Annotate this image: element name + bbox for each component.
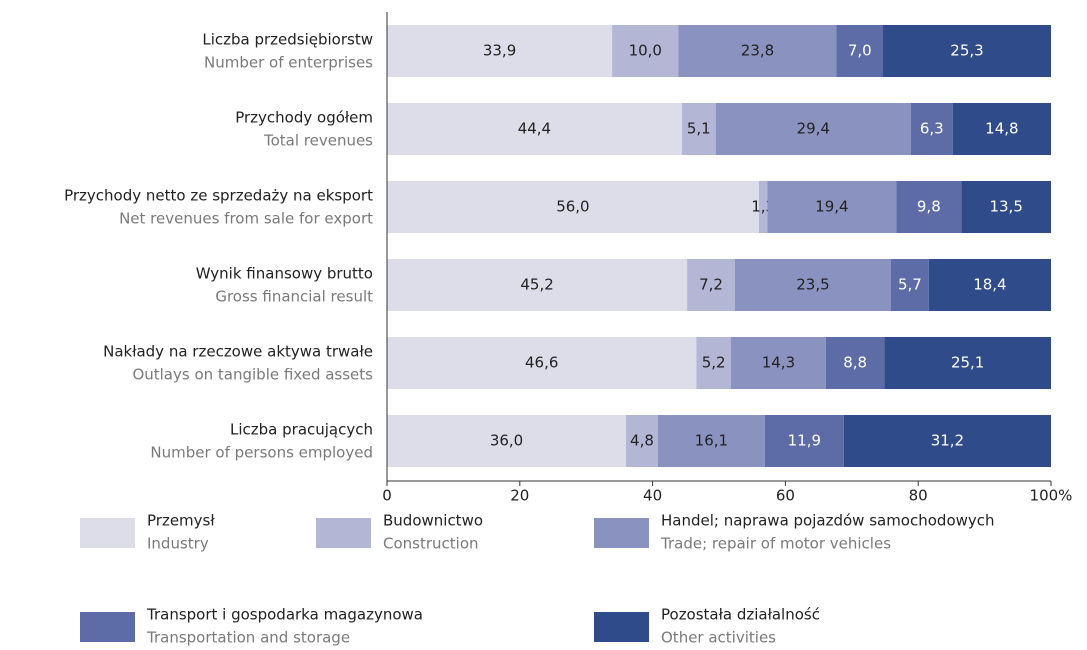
bar-segment: [681, 103, 716, 155]
legend-label: Przemysł: [147, 512, 215, 530]
bar-segment: [387, 337, 697, 389]
bar-segment: [910, 103, 953, 155]
bar-segment: [825, 337, 885, 389]
category-sublabel: Gross financial result: [215, 288, 373, 306]
bar-segment: [687, 259, 735, 311]
bar-segment: [387, 259, 688, 311]
category-sublabel: Outlays on tangible fixed assets: [132, 366, 373, 384]
legend-swatch: [316, 518, 371, 548]
value-label: 29,4: [797, 120, 830, 138]
legend-sublabel: Industry: [147, 535, 209, 553]
legend-sublabel: Other activities: [661, 629, 776, 647]
value-label: 5,2: [702, 354, 726, 372]
legend-sublabel: Construction: [383, 535, 479, 553]
x-tick-label: 0: [382, 487, 392, 505]
bar-segment: [883, 25, 1051, 77]
bar-segment: [764, 415, 844, 467]
bar-segment: [734, 259, 891, 311]
value-label: 16,1: [695, 432, 728, 450]
bar-segment: [387, 181, 759, 233]
bar-segment: [928, 259, 1051, 311]
bar-segment: [843, 415, 1051, 467]
value-label: 25,1: [951, 354, 984, 372]
bar-segment: [657, 415, 765, 467]
value-label: 14,3: [762, 354, 795, 372]
bar-segment: [836, 25, 884, 77]
legend-label: Handel; naprawa pojazdów samochodowych: [661, 512, 995, 530]
bar-segment: [387, 25, 613, 77]
value-label: 31,2: [931, 432, 964, 450]
bar-segment: [696, 337, 731, 389]
bar-segment: [890, 259, 929, 311]
value-label: 23,5: [796, 276, 829, 294]
bar-segment: [612, 25, 679, 77]
legend-sublabel: Trade; repair of motor vehicles: [660, 535, 891, 553]
bar-segment: [961, 181, 1051, 233]
legend-label: Pozostała działalność: [661, 606, 820, 624]
category-label: Przychody netto ze sprzedaży na eksport: [64, 187, 373, 205]
category-label: Liczba pracujących: [230, 421, 373, 439]
value-label: 6,3: [920, 120, 944, 138]
value-label: 14,8: [985, 120, 1018, 138]
value-label: 7,0: [848, 42, 872, 60]
category-sublabel: Net revenues from sale for export: [119, 210, 373, 228]
bar-segment: [767, 181, 897, 233]
x-tick-label: 80: [909, 487, 928, 505]
bar-segment: [387, 103, 682, 155]
value-label: 8,8: [843, 354, 867, 372]
bar-segment: [626, 415, 658, 467]
bar-segment: [884, 337, 1051, 389]
value-label: 11,9: [788, 432, 821, 450]
category-sublabel: Number of persons employed: [150, 444, 373, 462]
value-label: 36,0: [490, 432, 523, 450]
bar-segment: [387, 415, 627, 467]
x-tick-label: 20: [510, 487, 529, 505]
value-label: 25,3: [950, 42, 983, 60]
value-label: 46,6: [525, 354, 558, 372]
legend-swatch: [594, 518, 649, 548]
category-label: Przychody ogółem: [235, 109, 373, 127]
x-tick-label: 60: [776, 487, 795, 505]
value-label: 23,8: [741, 42, 774, 60]
legend-label: Transport i gospodarka magazynowa: [146, 606, 423, 624]
value-label: 5,1: [687, 120, 711, 138]
value-label: 44,4: [518, 120, 551, 138]
bar-segment: [715, 103, 911, 155]
legend-swatch: [80, 518, 135, 548]
bar-segment: [730, 337, 826, 389]
value-label: 45,2: [520, 276, 553, 294]
category-sublabel: Total revenues: [263, 132, 373, 150]
value-label: 18,4: [973, 276, 1006, 294]
category-label: Wynik finansowy brutto: [196, 265, 373, 283]
value-label: 9,8: [917, 198, 941, 216]
legend-swatch: [80, 612, 135, 642]
bar-segment: [758, 181, 768, 233]
bar-segment: [952, 103, 1051, 155]
legend-sublabel: Transportation and storage: [146, 629, 350, 647]
bar-segment: [678, 25, 837, 77]
x-tick-label: 40: [643, 487, 662, 505]
category-label: Liczba przedsiębiorstw: [202, 31, 373, 49]
value-label: 13,5: [989, 198, 1022, 216]
bar-segment: [896, 181, 962, 233]
category-sublabel: Number of enterprises: [204, 54, 373, 72]
value-label: 4,8: [630, 432, 654, 450]
value-label: 19,4: [815, 198, 848, 216]
value-label: 10,0: [629, 42, 662, 60]
value-label: 5,7: [898, 276, 922, 294]
x-tick-label: 100%: [1030, 487, 1073, 505]
category-label: Nakłady na rzeczowe aktywa trwałe: [103, 343, 373, 361]
value-label: 56,0: [556, 198, 589, 216]
legend-label: Budownictwo: [383, 512, 483, 530]
legend-swatch: [594, 612, 649, 642]
value-label: 33,9: [483, 42, 516, 60]
value-label: 7,2: [699, 276, 723, 294]
